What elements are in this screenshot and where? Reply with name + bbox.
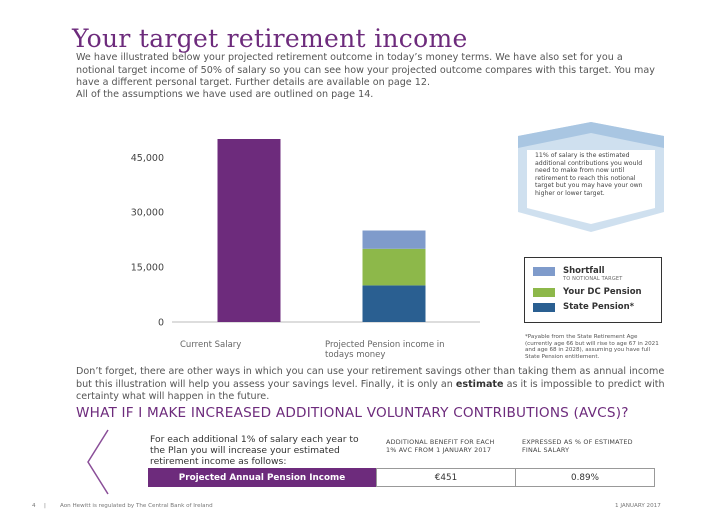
reminder-bold: estimate	[455, 378, 504, 390]
page-number: 4	[32, 503, 36, 509]
bar-segment	[362, 248, 426, 286]
callout-text: 11% of salary is the estimated additiona…	[535, 152, 643, 197]
reminder-text: as it is impossible to predict with cert…	[76, 378, 665, 403]
table-cell: 0.89%	[515, 468, 655, 487]
y-tick-label: 30,000	[131, 208, 164, 219]
assumptions-note: All of the assumptions we have used are …	[76, 89, 374, 100]
legend-label: State Pension*	[563, 302, 634, 312]
footer-date: 1 JANUARY 2017	[615, 503, 661, 509]
x-tick-label: Current Salary	[180, 340, 242, 350]
y-tick-label: 45,000	[131, 153, 164, 164]
legend-swatch	[533, 303, 555, 312]
avc-chevron	[87, 429, 109, 495]
column-header: EXPRESSED AS % OF ESTIMATED FINAL SALARY	[522, 438, 633, 454]
footnote: *Payable from the State Retirement Age (…	[525, 334, 659, 360]
callout-inner	[527, 150, 655, 224]
reminder-text: Don’t forget, there are other ways in wh…	[76, 366, 665, 390]
bar-segment	[362, 230, 426, 249]
legend-label: Shortfall TO NOTIONAL TARGET	[563, 266, 623, 282]
column-header: ADDITIONAL BENEFIT FOR EACH 1% AVC FROM …	[386, 438, 495, 454]
legend-item: Your DC Pension	[533, 287, 655, 297]
page-title: Your target retirement income	[72, 24, 468, 53]
footer-separator: |	[44, 503, 46, 509]
legend-swatch	[533, 288, 555, 297]
x-tick-label: Projected Pension income in todays money	[325, 340, 445, 360]
section-heading: WHAT IF I MAKE INCREASED ADDITIONAL VOLU…	[76, 405, 629, 421]
legend-note: TO NOTIONAL TARGET	[563, 276, 623, 282]
reminder: Don’t forget, there are other ways in wh…	[76, 366, 666, 404]
footer-text: Aon Hewitt is regulated by The Central B…	[60, 503, 213, 509]
intro-paragraph: We have illustrated below your projected…	[76, 52, 655, 88]
legend-name: State Pension*	[563, 302, 635, 312]
row-label: Projected Annual Pension Income	[148, 468, 376, 487]
y-tick-label: 15,000	[131, 263, 164, 274]
legend-name: Your DC Pension	[563, 287, 642, 297]
bar-segment	[362, 285, 426, 322]
bar	[217, 139, 281, 322]
y-tick-label: 0	[158, 318, 164, 329]
legend-name: Shortfall	[563, 266, 605, 276]
table-cell: €451	[376, 468, 516, 487]
legend-item: Shortfall TO NOTIONAL TARGET	[533, 266, 655, 282]
avc-intro: For each additional 1% of salary each ye…	[150, 434, 359, 467]
callout-top	[518, 122, 664, 148]
legend-item: State Pension*	[533, 302, 655, 312]
legend: Shortfall TO NOTIONAL TARGET Your DC Pensi…	[524, 257, 662, 323]
legend-label: Your DC Pension	[563, 287, 642, 297]
legend-swatch	[533, 267, 555, 276]
